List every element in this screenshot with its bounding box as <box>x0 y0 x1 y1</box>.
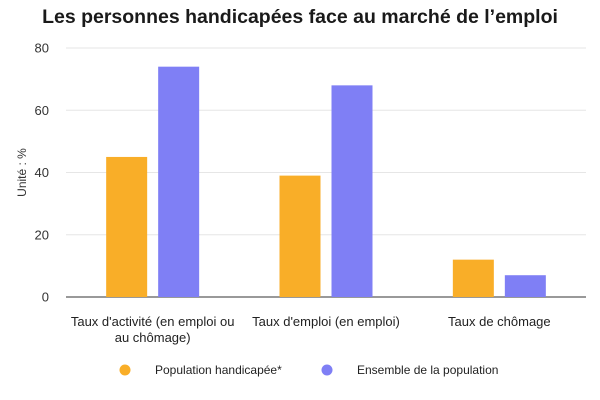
bar-population-handicapee <box>452 259 494 297</box>
legend-marker <box>321 364 333 376</box>
x-category-label: Taux de chômage <box>448 314 551 329</box>
y-tick-label: 20 <box>35 227 49 242</box>
legend-label: Ensemble de la population <box>357 363 498 377</box>
y-tick-label: 80 <box>35 41 49 56</box>
y-tick-label: 60 <box>35 103 49 118</box>
y-axis-label: Unité : % <box>15 148 29 197</box>
chart-title: Les personnes handicapées face au marché… <box>42 6 558 28</box>
x-category-label: au chômage) <box>115 330 191 345</box>
bar-ensemble-population <box>158 66 200 297</box>
bar-population-handicapee <box>279 175 321 297</box>
legend-marker <box>119 364 131 376</box>
x-category-label: Taux d'activité (en emploi ou <box>71 314 235 329</box>
bar-ensemble-population <box>331 85 373 297</box>
bar-population-handicapee <box>106 156 148 297</box>
bar-ensemble-population <box>504 275 546 297</box>
y-tick-label: 0 <box>42 290 49 305</box>
y-tick-label: 40 <box>35 165 49 180</box>
x-category-label: Taux d'emploi (en emploi) <box>252 314 400 329</box>
legend-label: Population handicapée* <box>155 363 282 377</box>
